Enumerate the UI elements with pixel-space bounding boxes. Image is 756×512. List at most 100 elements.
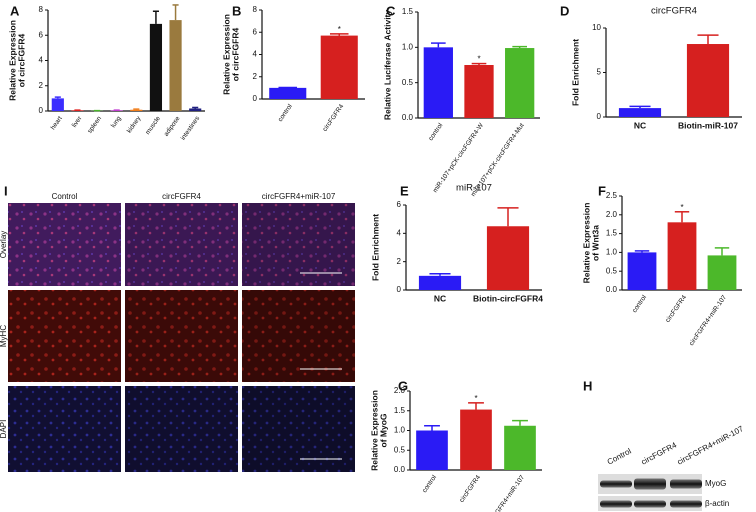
y-tick-label: 0 <box>253 94 258 103</box>
bar <box>416 430 448 470</box>
y-tick-label: 5 <box>597 68 602 77</box>
y-tick-label: 8 <box>39 5 44 14</box>
bar <box>505 48 535 118</box>
y-axis-label: Relative Luciferase Activity <box>382 10 392 121</box>
micrograph <box>242 290 355 382</box>
bar <box>686 44 730 117</box>
x-tick-label: circFGFR4 <box>664 294 688 324</box>
error-bar <box>192 106 199 109</box>
text-line: of circFGFR4 <box>17 34 27 88</box>
micrograph <box>242 203 355 286</box>
chart-title: miR-107 <box>456 183 492 194</box>
blot-band <box>634 478 666 490</box>
text-line: of circFGFR4 <box>231 28 241 82</box>
x-tick-label: heart <box>50 115 64 131</box>
x-tick-label: NC <box>634 120 646 130</box>
y-tick-label: 8 <box>253 5 258 14</box>
blot-band <box>634 500 666 508</box>
micrograph-shade <box>8 290 121 382</box>
micrograph <box>8 290 121 382</box>
y-axis-label: Relative Expressionof Wnt3a <box>582 203 601 284</box>
error-bar <box>714 247 730 256</box>
y-tick-label: 2.0 <box>606 210 618 219</box>
micrograph-shade <box>125 290 238 382</box>
x-tick-label: control <box>421 474 438 494</box>
x-tick-label: lung <box>110 115 123 129</box>
x-tick-label: circFGFR4+miR-107 <box>486 474 526 512</box>
panel-label: F <box>598 183 606 198</box>
bar <box>464 65 494 118</box>
panel-label: E <box>400 183 409 198</box>
bar <box>320 35 358 99</box>
bar <box>423 47 453 119</box>
panel-label: B <box>232 3 241 18</box>
column-label: Control <box>52 192 78 201</box>
y-tick-label: 6 <box>39 30 44 39</box>
y-tick-label: 0.5 <box>402 78 414 87</box>
blot-band <box>670 479 702 489</box>
bar <box>418 275 462 290</box>
significance-mark: * <box>680 203 683 212</box>
y-tick-label: 4 <box>253 50 258 59</box>
micrograph-shade <box>242 290 355 382</box>
micrograph-shade <box>125 203 238 286</box>
error-bar <box>152 10 159 24</box>
x-tick-label: circFGFR4+miR-107 <box>688 294 728 347</box>
text-line: Relative Expression <box>582 203 592 284</box>
micrograph-shade <box>8 203 121 286</box>
row-label: β-actin <box>705 499 729 508</box>
y-tick-label: 0 <box>597 112 602 121</box>
text-line: Relative Expression <box>370 390 380 471</box>
bar <box>667 222 697 290</box>
micrograph <box>8 203 121 286</box>
bar <box>460 409 492 470</box>
x-tick-label: NC <box>434 293 446 303</box>
y-tick-label: 0.5 <box>394 445 406 454</box>
lane-label: circFGFR4 <box>640 440 679 466</box>
bar <box>269 87 307 99</box>
x-tick-label: kidney <box>126 115 143 135</box>
y-tick-label: 2 <box>253 72 258 81</box>
row-label: Overlay <box>0 231 8 259</box>
x-tick-label: Biotin-miR-107 <box>678 120 738 130</box>
y-tick-label: 0.0 <box>394 465 406 474</box>
bar <box>130 109 143 111</box>
error-bar <box>674 211 690 223</box>
x-tick-label: circFGFR4 <box>322 103 346 133</box>
bar <box>169 20 182 112</box>
x-tick-label: Biotin-circFGFR4 <box>473 293 543 303</box>
panel-label: D <box>560 3 569 18</box>
micrograph-shade <box>242 203 355 286</box>
x-tick-label: intestines <box>180 115 202 142</box>
text-line: Relative Expression <box>8 20 18 101</box>
y-tick-label: 2 <box>397 257 402 266</box>
error-bar <box>512 45 527 49</box>
bar <box>486 226 530 290</box>
micrograph <box>125 290 238 382</box>
y-tick-label: 6 <box>397 200 402 209</box>
micrograph-shade <box>242 386 355 472</box>
y-tick-label: 4 <box>397 228 402 237</box>
y-tick-label: 1.5 <box>606 229 618 238</box>
y-tick-label: 0.0 <box>402 113 414 122</box>
text-line: Relative Expression <box>222 14 232 95</box>
error-bar <box>54 96 61 99</box>
x-tick-label: muscle <box>144 115 162 136</box>
error-bar <box>172 4 179 21</box>
y-tick-label: 4 <box>39 56 44 65</box>
y-axis-label: Fold Enrichment <box>570 39 580 106</box>
x-tick-label: control <box>631 294 648 314</box>
significance-mark: * <box>474 394 477 403</box>
micrograph <box>125 386 238 472</box>
x-tick-label: circFGFR4 <box>458 474 482 504</box>
error-bar <box>629 105 651 109</box>
x-tick-label: spleen <box>86 115 103 135</box>
panel-label: G <box>398 378 408 393</box>
y-axis-label: Relative Expressionof MyoG <box>370 390 389 471</box>
lane-label: circFGFR4+miR-107 <box>676 424 746 467</box>
column-label: circFGFR4+miR-107 <box>262 192 336 201</box>
text-line: of MyoG <box>379 413 389 447</box>
y-axis-label: Relative Expressionof circFGFR4 <box>8 20 27 101</box>
panel-label: H <box>583 378 592 393</box>
row-label: DAPI <box>0 420 8 439</box>
